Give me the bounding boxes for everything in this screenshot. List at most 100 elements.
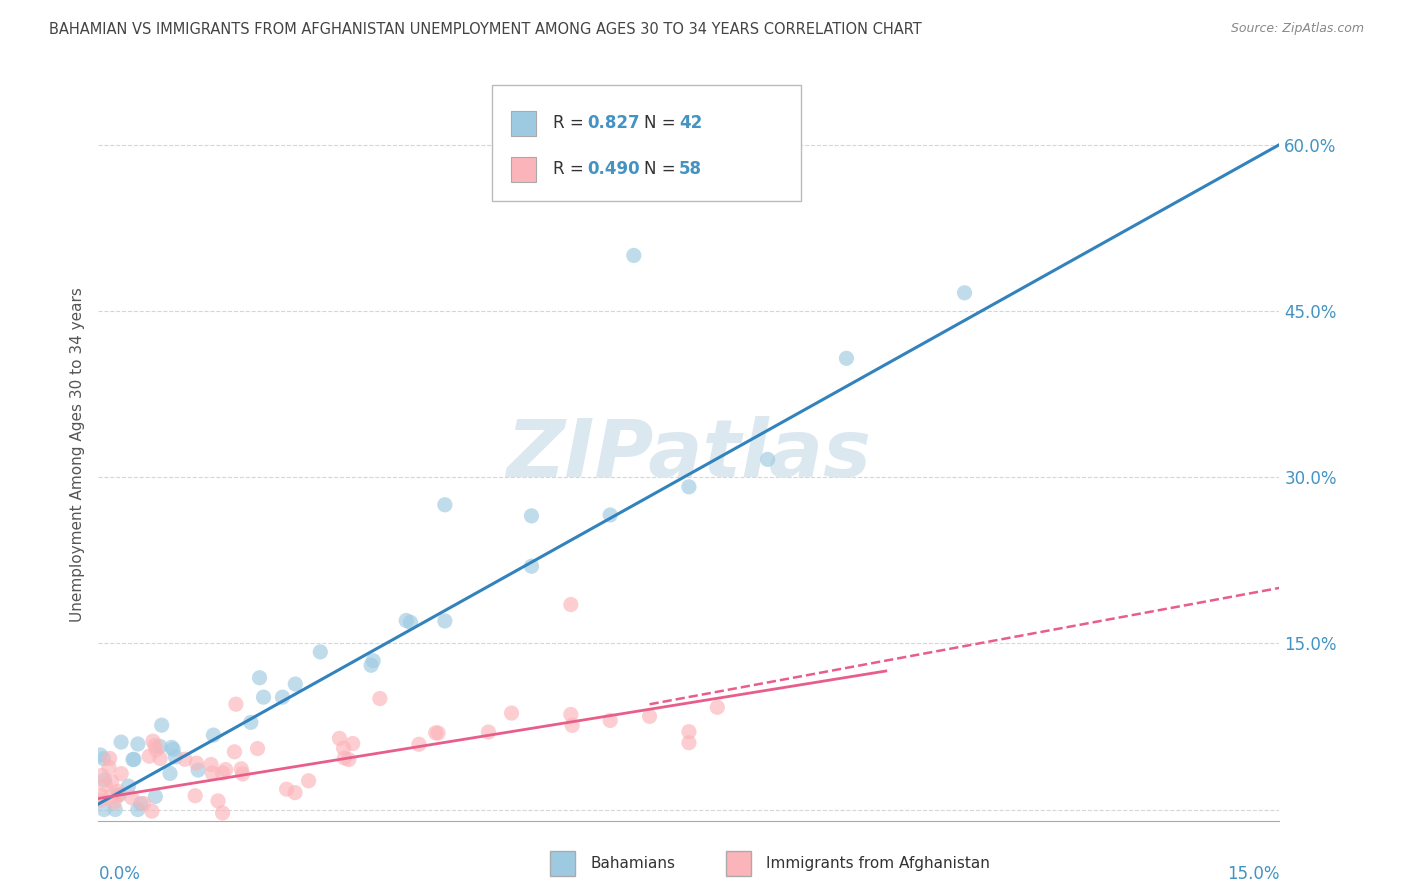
Point (138, 749, 160, 764)
Point (477, 725, 499, 739)
Point (706, 700, 728, 714)
Point (141, 804, 163, 818)
Point (333, 751, 356, 765)
Point (433, 614, 456, 628)
Point (953, 285, 976, 300)
Point (184, 789, 207, 803)
Point (186, 756, 208, 770)
Point (94, 778, 117, 792)
Point (638, 709, 661, 723)
Point (149, 739, 172, 754)
Point (103, 796, 125, 810)
Text: R =: R = (553, 114, 589, 132)
Point (520, 559, 543, 574)
Text: BAHAMIAN VS IMMIGRANTS FROM AFGHANISTAN UNEMPLOYMENT AMONG AGES 30 TO 34 YEARS C: BAHAMIAN VS IMMIGRANTS FROM AFGHANISTAN … (49, 22, 922, 37)
Point (150, 718, 173, 732)
Point (252, 690, 274, 705)
Point (368, 691, 391, 706)
Text: 58: 58 (679, 161, 702, 178)
Point (122, 753, 145, 767)
Point (98, 751, 121, 765)
Text: 0.827: 0.827 (588, 114, 640, 132)
Point (90, 793, 112, 807)
Point (129, 797, 152, 811)
Point (93, 803, 115, 817)
Point (342, 737, 364, 751)
Point (100, 789, 122, 804)
Text: 0.0%: 0.0% (98, 865, 141, 883)
Point (142, 734, 165, 748)
Point (337, 753, 360, 767)
Point (207, 794, 229, 808)
Point (121, 790, 143, 805)
Text: 42: 42 (679, 114, 703, 132)
Point (143, 739, 166, 753)
Point (202, 728, 225, 742)
Point (599, 508, 621, 522)
Point (599, 714, 621, 728)
Point (160, 740, 183, 755)
Point (408, 737, 430, 751)
Point (215, 763, 238, 777)
Point (231, 762, 253, 776)
Point (332, 741, 354, 756)
Point (361, 654, 384, 668)
Point (187, 763, 209, 777)
Text: Immigrants from Afghanistan: Immigrants from Afghanistan (766, 856, 990, 871)
Point (501, 706, 523, 720)
Point (297, 773, 319, 788)
Point (200, 757, 222, 772)
Point (561, 718, 583, 732)
Point (520, 508, 543, 523)
Point (201, 766, 224, 780)
Point (127, 737, 149, 751)
Point (145, 789, 167, 804)
Text: ZIPatlas: ZIPatlas (506, 416, 872, 494)
Point (835, 351, 858, 366)
Point (165, 749, 187, 764)
Point (211, 805, 233, 820)
Point (122, 752, 145, 766)
Point (395, 614, 418, 628)
Point (433, 498, 456, 512)
Point (104, 824, 127, 838)
Point (104, 803, 127, 817)
Point (89, 747, 111, 762)
Point (159, 766, 181, 780)
Point (560, 707, 582, 722)
Point (162, 742, 184, 756)
Point (232, 767, 254, 781)
Text: N =: N = (644, 114, 681, 132)
Point (110, 735, 132, 749)
Point (756, 452, 779, 467)
Point (246, 741, 269, 756)
Point (107, 789, 129, 803)
Point (127, 803, 149, 817)
Point (108, 788, 131, 802)
Point (97, 760, 120, 774)
Point (107, 784, 129, 798)
Text: N =: N = (644, 161, 681, 178)
Point (271, 690, 294, 705)
Point (328, 731, 350, 746)
Point (678, 736, 700, 750)
Point (104, 824, 127, 838)
Point (173, 752, 195, 766)
Text: 0.490: 0.490 (588, 161, 640, 178)
Point (284, 677, 307, 691)
Point (249, 671, 271, 685)
Point (110, 766, 132, 780)
Point (239, 715, 262, 730)
Point (309, 645, 332, 659)
Point (90, 789, 112, 803)
Point (93, 772, 115, 787)
Point (678, 480, 700, 494)
Point (90, 768, 112, 782)
Point (427, 726, 450, 740)
Point (93, 752, 115, 766)
Text: Bahamians: Bahamians (591, 856, 675, 871)
Point (360, 658, 382, 673)
Point (623, 248, 645, 262)
Point (145, 743, 167, 757)
Text: 15.0%: 15.0% (1227, 865, 1279, 883)
